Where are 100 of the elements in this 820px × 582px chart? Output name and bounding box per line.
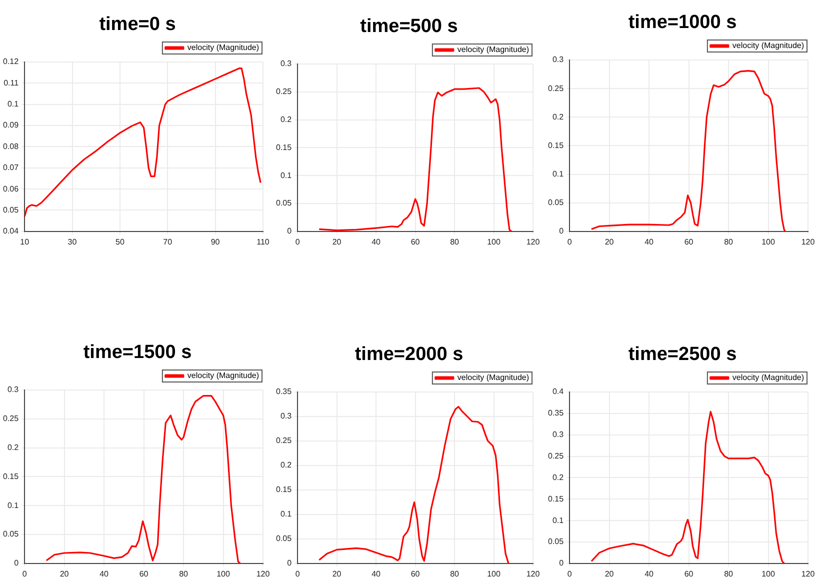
y-tick-label: 0.1	[280, 510, 292, 519]
y-tick-label: 0.3	[280, 412, 292, 421]
y-tick-label: 0	[287, 558, 292, 568]
chart-title: time=1500 s	[82, 341, 193, 365]
x-tick-label: 60	[684, 569, 694, 578]
y-tick-label: 0.25	[548, 451, 564, 460]
y-tick-label: 0.2	[552, 472, 564, 482]
x-tick-label: 120	[801, 237, 816, 246]
x-tick-label: 50	[115, 237, 125, 246]
y-tick-label: 0.1	[552, 169, 564, 178]
x-tick-label: 20	[332, 237, 342, 246]
y-tick-label: 0.05	[2, 530, 20, 539]
y-tick-label: 0.3	[280, 59, 292, 68]
x-tick-label: 0	[567, 237, 572, 246]
y-tick-label: 0.06	[2, 184, 20, 194]
x-tick-label: 100	[487, 569, 501, 578]
x-tick-label: 0	[295, 569, 300, 578]
x-tick-label: 60	[410, 569, 420, 578]
y-tick-label: 0.11	[4, 78, 20, 88]
x-tick-label: 110	[256, 237, 270, 246]
x-tick-label: 80	[724, 569, 734, 578]
x-tick-label: 60	[410, 237, 420, 246]
y-tick-label: 0.07	[2, 163, 20, 172]
y-tick-label: 0.05	[548, 537, 564, 546]
x-tick-label: 120	[526, 237, 540, 246]
y-tick-label: 0.3	[552, 430, 564, 440]
y-tick-label: 0.04	[2, 226, 20, 236]
x-tick-label: 0	[22, 569, 28, 578]
y-tick-label: 0.3	[552, 55, 564, 64]
legend-label: velocity (Magnitude)	[457, 373, 530, 382]
x-tick-label: 0	[567, 569, 572, 578]
x-tick-label: 120	[801, 569, 816, 578]
y-tick-label: 0.2	[552, 112, 564, 122]
x-tick-label: 80	[450, 237, 460, 246]
chart-title: time=0 s	[98, 13, 177, 37]
legend-label: velocity (Magnitude)	[732, 373, 804, 382]
x-tick-label: 20	[604, 569, 614, 578]
y-tick-label: 0.35	[276, 387, 292, 396]
x-tick-label: 80	[724, 237, 734, 246]
y-tick-label: 0.1	[552, 516, 564, 525]
y-tick-label: 0.05	[276, 534, 292, 544]
x-tick-label: 100	[487, 237, 501, 246]
y-tick-label: 0.15	[548, 140, 564, 150]
x-tick-label: 120	[256, 569, 270, 578]
y-tick-label: 0.4	[552, 387, 564, 396]
x-tick-label: 40	[100, 569, 110, 578]
x-tick-label: 40	[372, 237, 382, 246]
y-tick-label: 0.15	[276, 485, 292, 494]
y-tick-label: 0.09	[2, 120, 20, 130]
legend-label: velocity (Magnitude)	[457, 45, 530, 54]
x-tick-label: 60	[139, 569, 149, 578]
x-tick-label: 20	[604, 237, 614, 246]
x-tick-label: 60	[684, 237, 694, 246]
legend-label: velocity (Magnitude)	[732, 41, 804, 50]
chart-title: time=1000 s	[627, 11, 738, 35]
y-tick-label: 0.2	[7, 443, 20, 452]
x-tick-label: 10	[20, 237, 30, 246]
chart-title: time=2500 s	[627, 343, 738, 367]
y-tick-label: 0.05	[2, 205, 20, 214]
y-tick-label: 0	[287, 226, 292, 236]
x-tick-label: 80	[450, 569, 460, 578]
x-tick-label: 20	[60, 569, 70, 578]
y-tick-label: 0	[559, 226, 564, 236]
x-tick-label: 100	[762, 237, 776, 246]
y-tick-label: 0.08	[2, 142, 20, 151]
y-tick-label: 0.15	[276, 142, 292, 152]
y-tick-label: 0.25	[2, 414, 20, 424]
legend-label: velocity (Magnitude)	[187, 43, 260, 52]
y-tick-label: 0.1	[7, 100, 20, 109]
x-tick-label: 30	[68, 237, 78, 246]
y-tick-label: 0	[14, 558, 20, 568]
x-tick-label: 40	[372, 569, 382, 578]
x-tick-label: 40	[644, 237, 654, 246]
x-tick-label: 80	[179, 569, 189, 578]
y-tick-label: 0.05	[276, 198, 292, 208]
y-tick-label: 0.25	[276, 87, 292, 96]
legend-label: velocity (Magnitude)	[187, 371, 260, 380]
y-tick-label: 0.15	[2, 472, 20, 481]
y-tick-label: 0.15	[548, 494, 564, 504]
y-tick-label: 0.1	[280, 170, 292, 180]
chart-title: time=500 s	[359, 15, 459, 39]
x-tick-label: 90	[210, 237, 220, 246]
y-tick-label: 0.2	[280, 460, 292, 470]
y-tick-label: 0.3	[7, 385, 20, 394]
y-tick-label: 0	[559, 558, 564, 568]
x-tick-label: 0	[295, 237, 300, 246]
y-tick-label: 0.25	[276, 436, 292, 446]
x-tick-label: 40	[644, 569, 654, 578]
y-tick-label: 0.25	[548, 84, 564, 93]
x-tick-label: 120	[526, 569, 540, 578]
y-tick-label: 0.35	[548, 408, 564, 418]
y-tick-label: 0.2	[280, 115, 292, 124]
y-tick-label: 0.05	[548, 198, 564, 208]
y-tick-label: 0.12	[2, 57, 20, 66]
x-tick-label: 100	[762, 569, 776, 578]
x-tick-label: 70	[163, 237, 173, 246]
y-tick-label: 0.1	[7, 500, 20, 510]
x-tick-label: 100	[216, 569, 230, 578]
x-tick-label: 20	[332, 569, 342, 578]
chart-title: time=2000 s	[354, 343, 464, 367]
